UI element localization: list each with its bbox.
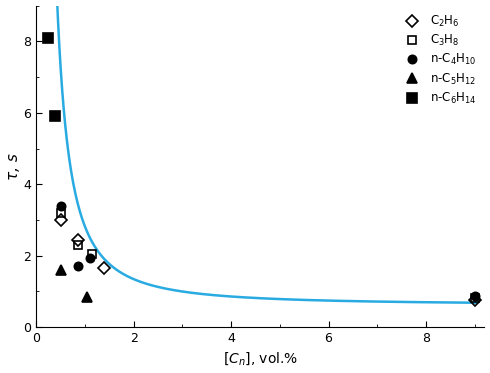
Y-axis label: τ, s: τ, s <box>5 153 21 180</box>
Legend: C$_2$H$_6$, C$_3$H$_8$, n-C$_4$H$_{10}$, n-C$_5$H$_{12}$, n-C$_6$H$_{14}$: C$_2$H$_6$, C$_3$H$_8$, n-C$_4$H$_{10}$,… <box>398 12 479 108</box>
X-axis label: [$\it{C}_n$], vol.%: [$\it{C}_n$], vol.% <box>222 351 298 367</box>
